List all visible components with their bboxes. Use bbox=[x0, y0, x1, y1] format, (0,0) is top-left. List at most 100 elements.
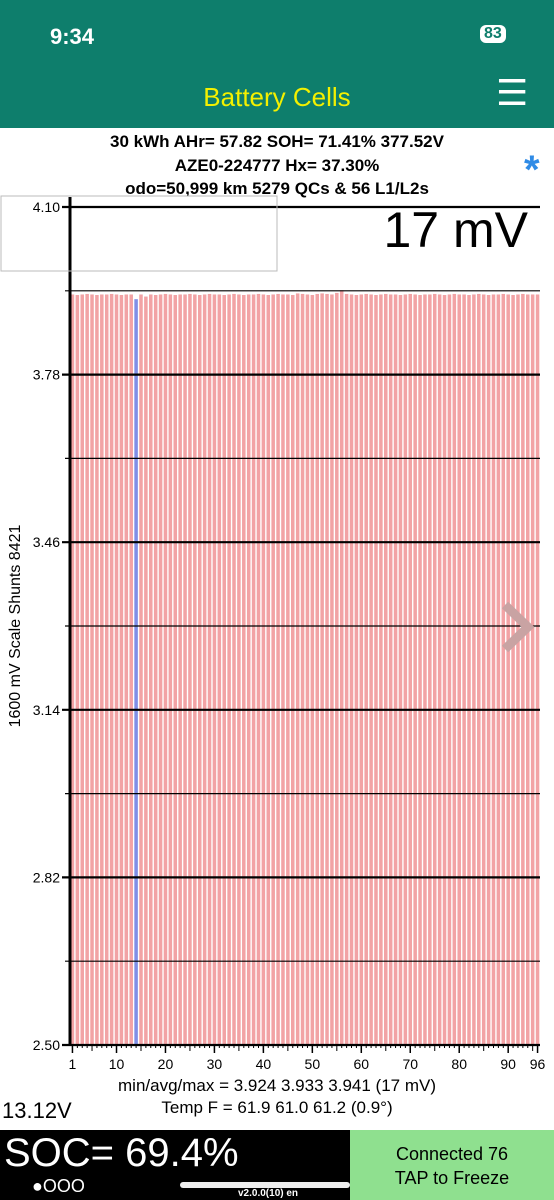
bar bbox=[491, 294, 496, 1045]
bar bbox=[193, 294, 197, 1045]
bar bbox=[183, 294, 187, 1045]
next-arrow bbox=[501, 601, 535, 653]
bar bbox=[403, 294, 408, 1045]
bar bbox=[188, 293, 192, 1045]
bar bbox=[535, 294, 540, 1045]
info-line: 30 kWh AHr= 57.82 SOH= 71.41% 377.52V bbox=[110, 132, 444, 151]
bar bbox=[178, 294, 182, 1045]
bar bbox=[442, 294, 447, 1045]
x-tick-label: 10 bbox=[109, 1056, 125, 1070]
bar bbox=[325, 293, 329, 1045]
bar bbox=[75, 294, 80, 1045]
x-tick-label: 20 bbox=[158, 1056, 174, 1070]
bar bbox=[452, 293, 457, 1045]
bar bbox=[530, 294, 535, 1045]
bar bbox=[423, 294, 427, 1045]
bar bbox=[300, 293, 305, 1045]
connect-box[interactable] bbox=[350, 1130, 554, 1200]
y-tick-label: 3.78 bbox=[33, 367, 60, 383]
bar bbox=[109, 293, 114, 1045]
home-bar bbox=[180, 1182, 350, 1188]
y-tick-label: 2.82 bbox=[33, 869, 60, 885]
battery: 83 bbox=[480, 25, 506, 43]
bar bbox=[124, 294, 129, 1045]
time: 9:34 bbox=[50, 24, 95, 49]
bar bbox=[70, 294, 75, 1045]
x-tick-label: 50 bbox=[305, 1056, 321, 1070]
bar bbox=[344, 293, 349, 1045]
stats-line: Temp F = 61.9 61.0 61.2 (0.9°) bbox=[161, 1098, 393, 1117]
y-tick-label: 2.50 bbox=[33, 1037, 60, 1053]
bar bbox=[501, 293, 506, 1045]
soc: SOC= 69.4% bbox=[4, 1131, 239, 1175]
delta-label: 17 mV bbox=[383, 202, 528, 258]
x-tick-label: 96 bbox=[530, 1056, 546, 1070]
bar bbox=[173, 294, 178, 1045]
y-axis-label: 1600 mV Scale Shunts 8421 bbox=[7, 525, 24, 728]
version: v2.0.0(10) en bbox=[238, 1188, 299, 1199]
bar bbox=[428, 294, 432, 1045]
info-line: odo=50,999 km 5279 QCs & 56 L1/L2s bbox=[125, 179, 429, 198]
bar bbox=[305, 294, 310, 1045]
bar bbox=[349, 294, 354, 1045]
bar bbox=[144, 296, 148, 1045]
bar bbox=[432, 293, 437, 1045]
bar bbox=[129, 294, 133, 1045]
footer-bg bbox=[0, 1130, 350, 1200]
star[interactable]: * bbox=[524, 148, 540, 192]
bar bbox=[369, 294, 373, 1045]
bar bbox=[393, 294, 398, 1045]
bar bbox=[227, 294, 231, 1045]
bar bbox=[207, 293, 212, 1045]
bar bbox=[90, 294, 94, 1045]
x-tick-label: 70 bbox=[402, 1056, 418, 1070]
bar bbox=[281, 294, 285, 1045]
bar bbox=[232, 293, 236, 1045]
bar bbox=[237, 294, 241, 1045]
bar bbox=[271, 294, 275, 1045]
bar bbox=[521, 293, 525, 1045]
x-tick-label: 1 bbox=[69, 1056, 77, 1070]
chart: 2.50 2.82 3.14 3.46 3.78 4.10 1 10 20 30 40 50 60 70 8… bbox=[0, 195, 546, 1070]
bar bbox=[330, 294, 334, 1045]
bar bbox=[286, 294, 290, 1045]
bar bbox=[104, 294, 109, 1045]
overlay-box bbox=[0, 195, 278, 272]
bar bbox=[100, 294, 104, 1045]
bar bbox=[320, 293, 324, 1045]
page-dots: ●OOO bbox=[32, 1176, 85, 1196]
stats-line: min/avg/max = 3.924 3.933 3.941 (17 mV) bbox=[118, 1076, 436, 1095]
bar bbox=[388, 294, 393, 1045]
bar bbox=[398, 294, 403, 1045]
bar bbox=[335, 292, 339, 1045]
bar bbox=[134, 299, 138, 1045]
bar bbox=[413, 294, 417, 1045]
bar bbox=[114, 294, 119, 1045]
bar bbox=[462, 294, 466, 1045]
bar bbox=[496, 294, 501, 1045]
menu[interactable]: ☰ bbox=[496, 72, 529, 113]
bar bbox=[139, 294, 143, 1045]
bar bbox=[242, 294, 246, 1045]
bar bbox=[261, 294, 266, 1045]
bar bbox=[290, 294, 295, 1045]
tap-freeze[interactable]: TAP to Freeze bbox=[394, 1168, 510, 1188]
aux-voltage: 13.12V bbox=[2, 1098, 72, 1123]
bar bbox=[158, 294, 163, 1045]
bar bbox=[359, 294, 364, 1045]
bar bbox=[246, 294, 251, 1045]
bar bbox=[472, 294, 476, 1045]
bar bbox=[168, 294, 173, 1045]
bar bbox=[80, 294, 85, 1045]
y-tick-label: 4.10 bbox=[33, 199, 60, 215]
bar bbox=[256, 293, 261, 1045]
title: Battery Cells bbox=[203, 82, 351, 112]
x-tick-label: 90 bbox=[500, 1056, 516, 1070]
header-bg bbox=[0, 0, 554, 128]
bar bbox=[516, 294, 520, 1045]
bar bbox=[481, 294, 486, 1045]
x-tick-label: 80 bbox=[451, 1056, 467, 1070]
bar bbox=[467, 294, 471, 1045]
bar bbox=[525, 294, 530, 1045]
